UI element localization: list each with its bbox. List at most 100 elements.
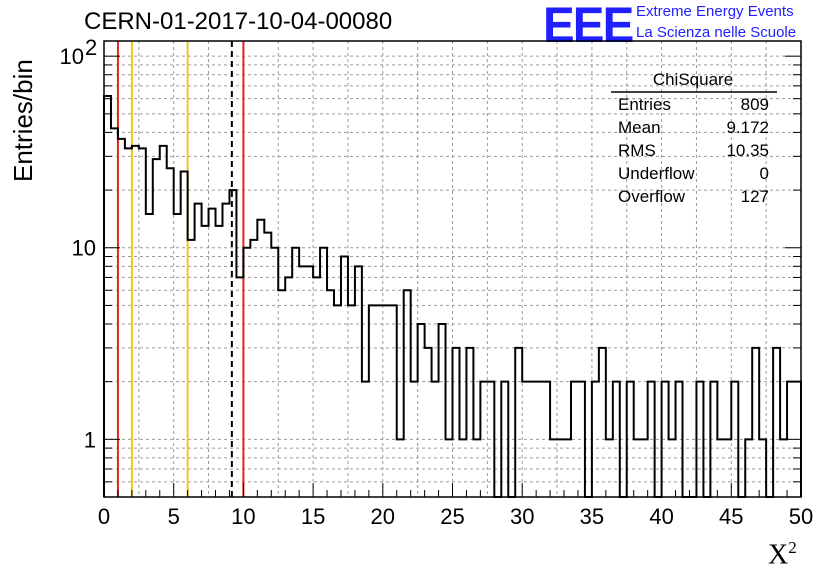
x-tick-label: 50: [789, 504, 813, 529]
stats-value: 127: [741, 187, 769, 206]
histogram-bin: [390, 305, 397, 497]
histogram-bin: [480, 382, 487, 497]
stats-label: Underflow: [618, 164, 695, 183]
histogram-bin: [606, 439, 613, 497]
histogram-bin: [487, 382, 494, 497]
histogram-bin: [348, 305, 355, 497]
histogram-bin: [160, 146, 167, 497]
histogram-bin: [613, 382, 620, 497]
histogram-bin: [383, 305, 390, 497]
plot-title: CERN-01-2017-10-04-00080: [84, 8, 393, 35]
histogram-bin: [466, 348, 473, 497]
histogram-bin: [139, 148, 146, 497]
histogram-bin: [376, 305, 383, 497]
histogram-bin: [592, 382, 599, 497]
histogram-bin: [662, 382, 669, 497]
histogram-bin: [745, 439, 752, 497]
histogram-bin: [132, 146, 139, 497]
histogram-bin: [578, 382, 585, 497]
x-tick-label: 30: [510, 504, 534, 529]
histogram-bin: [418, 324, 425, 497]
x-tick-label: 0: [98, 504, 110, 529]
histogram-bin: [564, 439, 571, 497]
histogram-bin: [174, 214, 181, 497]
stats-label: RMS: [618, 141, 656, 160]
stats-value: 9.172: [726, 118, 769, 137]
histogram-bin: [229, 190, 236, 497]
histogram-bin: [250, 240, 257, 497]
stats-label: Entries: [618, 95, 671, 114]
histogram-bin: [153, 159, 160, 497]
histogram-bin: [397, 439, 404, 497]
stats-name: ChiSquare: [653, 70, 733, 89]
histogram-bin: [515, 348, 522, 497]
histogram-bin: [648, 382, 655, 497]
histogram-bin: [717, 439, 724, 497]
stats-value: 0: [760, 164, 769, 183]
histogram-bin: [404, 290, 411, 497]
histogram-bin: [195, 204, 202, 497]
histogram-bin: [439, 324, 446, 497]
x-axis-label: X2: [768, 538, 797, 571]
histogram-bin: [536, 382, 543, 497]
histogram-bin: [773, 348, 780, 497]
histogram-bin: [731, 382, 738, 497]
histogram-bin: [111, 128, 118, 497]
histogram-bin: [362, 382, 369, 497]
x-tick-label: 15: [301, 504, 325, 529]
histogram-bin: [571, 382, 578, 497]
histogram-bin: [634, 439, 641, 497]
histogram-bin: [320, 248, 327, 497]
stats-label: Overflow: [618, 187, 686, 206]
x-tick-label: 20: [371, 504, 395, 529]
histogram-bin: [459, 439, 466, 497]
histogram-bin: [188, 240, 195, 497]
eee-logo-line-2: La Scienza nelle Scuole: [636, 24, 797, 41]
y-tick-label: 1: [84, 427, 96, 452]
histogram-bin: [453, 348, 460, 497]
x-axis: 0 5 10 15 20 25 30 35 40 45 50: [98, 483, 813, 529]
histogram-bin: [243, 248, 250, 497]
histogram-bin: [181, 172, 188, 497]
x-tick-label: 45: [719, 504, 743, 529]
histogram-bin: [446, 439, 453, 497]
histogram-bin: [724, 439, 731, 497]
histogram-bin: [222, 204, 229, 497]
x-tick-label: 40: [649, 504, 673, 529]
histogram-bin: [146, 214, 153, 497]
histogram-bin: [522, 382, 529, 497]
x-axis-label-sup: 2: [788, 538, 797, 557]
histogram-bin: [752, 348, 759, 497]
histogram-bin: [759, 439, 766, 497]
histogram-bin: [529, 382, 536, 497]
histogram-bin: [257, 220, 264, 497]
histogram-bin: [369, 305, 376, 497]
histogram-bin: [292, 248, 299, 497]
histogram-bin: [327, 290, 334, 497]
histogram-bin: [236, 277, 243, 497]
stats-value: 809: [741, 95, 769, 114]
stats-box: ChiSquare Entries 809 Mean 9.172 RMS 10.35 Unde…: [611, 70, 777, 206]
histogram-bin: [669, 439, 676, 497]
y-tick-label: 10: [60, 44, 84, 69]
histogram-bin: [341, 257, 348, 497]
eee-logo: EEE: [543, 0, 634, 53]
histogram-bin: [125, 148, 132, 497]
x-axis-label-base: X: [768, 539, 789, 571]
histogram-bin: [202, 226, 209, 497]
histogram-bin: [696, 382, 703, 497]
histogram-bin: [411, 382, 418, 497]
histogram-bin: [425, 348, 432, 497]
histogram-bin: [278, 290, 285, 497]
histogram-bin: [355, 266, 362, 497]
histogram-bin: [550, 439, 557, 497]
histogram-bin: [313, 277, 320, 497]
eee-logo-line-1: Extreme Energy Events: [636, 3, 794, 20]
histogram-bin: [627, 382, 634, 497]
histogram-bin: [543, 382, 550, 497]
stats-value: 10.35: [726, 141, 769, 160]
x-tick-label: 10: [231, 504, 255, 529]
x-tick-label: 5: [168, 504, 180, 529]
histogram-bin: [473, 439, 480, 497]
